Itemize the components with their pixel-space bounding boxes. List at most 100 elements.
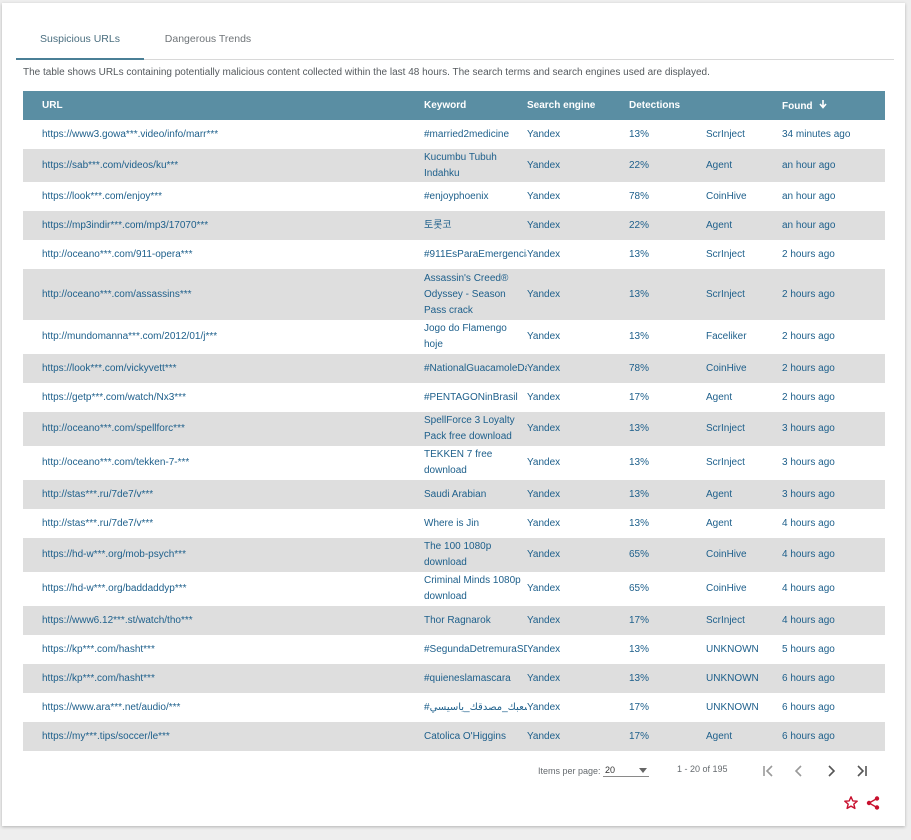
row-detections: 13% xyxy=(629,488,650,500)
arrow-down-icon[interactable] xyxy=(818,99,828,112)
table-row[interactable]: https://look***.com/enjoy*** #enjoyphoeni… xyxy=(23,182,885,211)
items-per-page-label: Items per page: xyxy=(538,766,601,776)
row-detections: 65% xyxy=(629,583,650,594)
table-row[interactable]: http://stas***.ru/7de7/v*** Where is Jin Y… xyxy=(23,509,885,538)
row-url-link[interactable]: https://www6.12***.st/watch/tho*** xyxy=(42,614,193,626)
table-row[interactable]: http://mundomanna***.com/2012/01/j*** Jog… xyxy=(23,320,885,354)
column-header-detections[interactable]: Detections xyxy=(629,100,681,111)
row-detections: 17% xyxy=(629,701,650,713)
table-row[interactable]: https://kp***.com/hasht*** #SegundaDetrem… xyxy=(23,635,885,664)
row-url-link[interactable]: http://mundomanna***.com/2012/01/j*** xyxy=(42,331,218,342)
row-found-time: 2 hours ago xyxy=(782,391,835,403)
table-row[interactable]: https://getp***.com/watch/Nx3*** #PENTAGO… xyxy=(23,383,885,412)
row-threat-type: CoinHive xyxy=(706,190,747,202)
row-search-engine: Yandex xyxy=(527,288,561,300)
row-found-time: an hour ago xyxy=(782,219,836,231)
table-header-row: URL Keyword Search engine Detections Fou… xyxy=(23,91,885,120)
row-threat-type: ScrInject xyxy=(706,248,745,260)
table-row[interactable]: http://oceano***.com/tekken-7-*** TEKKEN … xyxy=(23,446,885,480)
row-found-time: 34 minutes ago xyxy=(782,128,851,140)
table-row[interactable]: https://look***.com/vickyvett*** #Nationa… xyxy=(23,354,885,383)
row-url-link[interactable]: https://hd-w***.org/mob-psych*** xyxy=(42,549,186,560)
row-search-engine: Yandex xyxy=(527,701,561,713)
row-detections: 65% xyxy=(629,549,650,560)
table-row[interactable]: http://oceano***.com/spellforc*** SpellFo… xyxy=(23,412,885,446)
row-detections: 13% xyxy=(629,331,650,342)
last-page-button[interactable] xyxy=(852,761,872,781)
row-url-link[interactable]: https://hd-w***.org/baddaddyp*** xyxy=(42,583,187,594)
row-search-engine: Yandex xyxy=(527,362,561,374)
row-found-time: 2 hours ago xyxy=(782,248,835,260)
row-url-link[interactable]: https://www.ara***.net/audio/*** xyxy=(42,701,181,713)
row-threat-type: Agent xyxy=(706,730,733,742)
page-size-select[interactable]: 20 xyxy=(603,762,649,777)
table-row[interactable]: https://www.ara***.net/audio/*** #شعبك_مص… xyxy=(23,693,885,722)
table-row[interactable]: https://mp3indir***.com/mp3/17070*** 토롯코 Y… xyxy=(23,211,885,240)
row-url-link[interactable]: https://look***.com/vickyvett*** xyxy=(42,362,177,374)
row-found-time: 4 hours ago xyxy=(782,549,835,560)
row-threat-type: ScrInject xyxy=(706,128,745,140)
row-detections: 22% xyxy=(629,159,650,171)
row-threat-type: UNKNOWN xyxy=(706,643,759,655)
table-row[interactable]: https://hd-w***.org/mob-psych*** The 100 … xyxy=(23,538,885,572)
share-button[interactable] xyxy=(865,795,881,811)
row-keyword: #enjoyphoenix xyxy=(424,190,489,202)
table-row[interactable]: https://sab***.com/videos/ku*** Kucumbu T… xyxy=(23,149,885,182)
caret-down-icon xyxy=(639,768,647,773)
row-search-engine: Yandex xyxy=(527,391,561,403)
row-url-link[interactable]: https://sab***.com/videos/ku*** xyxy=(42,159,179,171)
row-search-engine: Yandex xyxy=(527,730,561,742)
table-row[interactable]: https://www3.gowa***.video/info/marr*** #… xyxy=(23,120,885,149)
row-url-link[interactable]: https://look***.com/enjoy*** xyxy=(42,190,163,202)
table-row[interactable]: http://oceano***.com/911-opera*** #911EsP… xyxy=(23,240,885,269)
row-found-time: 2 hours ago xyxy=(782,288,835,300)
column-header-found-label: Found xyxy=(782,101,813,112)
column-header-found[interactable]: Found xyxy=(782,91,885,120)
tab-suspicious-urls[interactable]: Suspicious URLs xyxy=(16,23,144,60)
row-found-time: 6 hours ago xyxy=(782,701,835,713)
row-keyword: #شعبك_مصدقك_ياسيسي xyxy=(424,701,527,713)
first-page-button[interactable] xyxy=(758,761,778,781)
row-url-link[interactable]: https://my***.tips/soccer/le*** xyxy=(42,730,170,742)
row-url-link[interactable]: https://www3.gowa***.video/info/marr*** xyxy=(42,128,219,140)
share-icon xyxy=(866,796,880,810)
previous-page-button[interactable] xyxy=(789,761,809,781)
row-threat-type: Agent xyxy=(706,159,733,171)
row-search-engine: Yandex xyxy=(527,248,561,260)
table-row[interactable]: http://stas***.ru/7de7/v*** Saudi Arabian… xyxy=(23,480,885,509)
row-keyword: Thor Ragnarok xyxy=(424,614,491,626)
row-detections: 13% xyxy=(629,423,650,434)
row-found-time: 3 hours ago xyxy=(782,488,835,500)
table-row[interactable]: https://www6.12***.st/watch/tho*** Thor R… xyxy=(23,606,885,635)
table-row[interactable]: https://my***.tips/soccer/le*** Catolica … xyxy=(23,722,885,751)
row-url-link[interactable]: http://oceano***.com/tekken-7-*** xyxy=(42,457,190,468)
table-row[interactable]: https://hd-w***.org/baddaddyp*** Criminal… xyxy=(23,572,885,606)
row-url-link[interactable]: http://stas***.ru/7de7/v*** xyxy=(42,517,154,529)
row-search-engine: Yandex xyxy=(527,672,561,684)
row-url-link[interactable]: https://getp***.com/watch/Nx3*** xyxy=(42,391,186,403)
table-row[interactable]: http://oceano***.com/assassins*** Assassi… xyxy=(23,269,885,320)
row-keyword: Where is Jin xyxy=(424,517,480,529)
column-header-search-engine[interactable]: Search engine xyxy=(527,100,596,111)
table-row[interactable]: https://kp***.com/hasht*** #quieneslamasc… xyxy=(23,664,885,693)
next-page-button[interactable] xyxy=(821,761,841,781)
urls-table: URL Keyword Search engine Detections Fou… xyxy=(23,91,885,751)
row-url-link[interactable]: http://oceano***.com/spellforc*** xyxy=(42,423,185,434)
row-url-link[interactable]: https://kp***.com/hasht*** xyxy=(42,672,155,684)
favorite-button[interactable] xyxy=(843,795,859,811)
row-url-link[interactable]: http://oceano***.com/911-opera*** xyxy=(42,248,193,260)
column-header-keyword[interactable]: Keyword xyxy=(424,100,467,111)
row-found-time: 6 hours ago xyxy=(782,672,835,684)
row-threat-type: Faceliker xyxy=(706,331,747,342)
row-detections: 13% xyxy=(629,288,650,300)
row-url-link[interactable]: https://kp***.com/hasht*** xyxy=(42,643,155,655)
row-url-link[interactable]: http://oceano***.com/assassins*** xyxy=(42,288,192,300)
row-url-link[interactable]: https://mp3indir***.com/mp3/17070*** xyxy=(42,219,209,231)
row-detections: 17% xyxy=(629,391,650,403)
first-page-icon xyxy=(763,765,773,777)
row-url-link[interactable]: http://stas***.ru/7de7/v*** xyxy=(42,488,154,500)
tab-dangerous-trends[interactable]: Dangerous Trends xyxy=(164,33,252,45)
row-search-engine: Yandex xyxy=(527,583,561,594)
column-header-url[interactable]: URL xyxy=(42,100,63,111)
row-keyword: The 100 1080p download xyxy=(424,541,492,568)
